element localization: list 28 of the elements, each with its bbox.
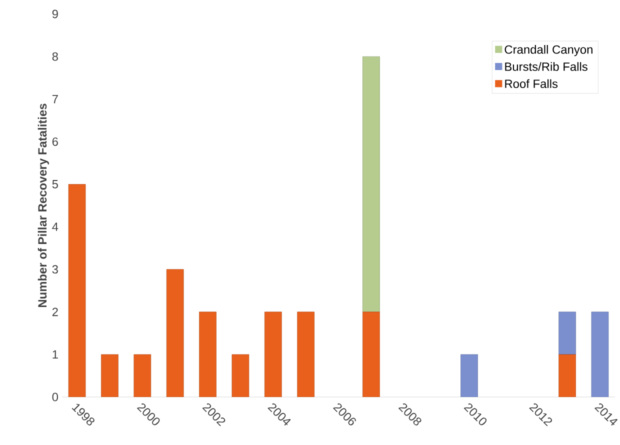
bar — [264, 312, 282, 397]
bar — [232, 354, 250, 397]
legend-label: Roof Falls — [505, 79, 558, 88]
y-tick-label: 1 — [52, 350, 58, 359]
y-tick-label: 5 — [52, 180, 58, 188]
bar — [101, 354, 118, 397]
bar — [134, 354, 152, 397]
y-tick-label: 3 — [52, 265, 58, 274]
y-tick-label: 8 — [52, 52, 58, 61]
y-axis-title: Number of Pillar Recovery Fatalities — [38, 104, 49, 308]
y-tick-label: 0 — [52, 392, 58, 402]
bar — [460, 354, 478, 397]
bar — [199, 312, 216, 397]
bar — [558, 312, 576, 355]
y-tick-label: 6 — [52, 137, 58, 146]
bar — [362, 312, 380, 397]
bar — [591, 312, 609, 397]
y-tick-label: 7 — [52, 95, 58, 104]
bar — [297, 312, 314, 397]
bar — [166, 269, 184, 397]
y-tick-label: 4 — [52, 222, 58, 231]
legend-label: Crandall Canyon — [504, 45, 592, 56]
y-tick-label: 9 — [52, 10, 58, 18]
bar — [362, 56, 380, 312]
bar — [558, 354, 576, 397]
legend-label: Bursts/Rib Falls — [505, 62, 588, 71]
bar — [68, 184, 86, 397]
y-tick-label: 2 — [52, 308, 58, 316]
